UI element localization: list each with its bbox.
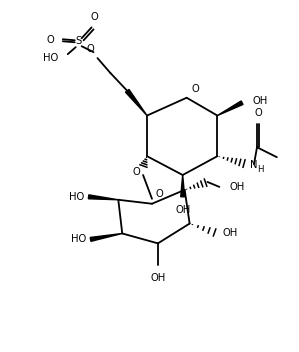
Polygon shape bbox=[181, 175, 185, 197]
Text: OH: OH bbox=[150, 273, 166, 283]
Polygon shape bbox=[126, 89, 147, 115]
Polygon shape bbox=[217, 101, 243, 115]
Text: HO: HO bbox=[69, 192, 85, 202]
Polygon shape bbox=[90, 233, 122, 241]
Text: O: O bbox=[254, 108, 262, 118]
Polygon shape bbox=[89, 195, 118, 200]
Text: O: O bbox=[87, 44, 94, 54]
Text: HO: HO bbox=[71, 234, 87, 244]
Text: O: O bbox=[91, 12, 98, 23]
Text: OH: OH bbox=[175, 205, 190, 215]
Text: OH: OH bbox=[252, 96, 267, 106]
Text: O: O bbox=[46, 35, 54, 45]
Text: H: H bbox=[257, 165, 263, 174]
Text: OH: OH bbox=[222, 228, 238, 238]
Text: N: N bbox=[250, 160, 257, 170]
Text: S: S bbox=[76, 36, 82, 46]
Text: O: O bbox=[192, 84, 199, 94]
Text: O: O bbox=[156, 189, 164, 199]
Text: HO: HO bbox=[43, 53, 58, 63]
Text: OH: OH bbox=[229, 182, 245, 192]
Text: O: O bbox=[132, 167, 140, 177]
